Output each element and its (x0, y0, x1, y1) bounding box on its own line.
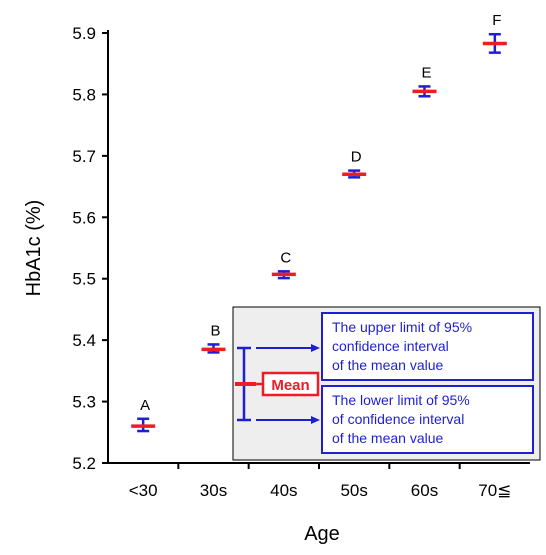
legend-upper-box (321, 312, 534, 381)
group-letter-label: E (421, 64, 431, 81)
x-tick-label: 50s (340, 481, 367, 500)
x-tick-label: 40s (270, 481, 297, 500)
y-tick-label: 5.2 (72, 454, 96, 473)
axes: 5.2 5.3 5.4 5.5 5.6 5.7 5.8 5.9 <30 30s 40s 50s 60s 7… (72, 24, 530, 500)
legend-upper-line-1: The upper limit of 95% (332, 319, 472, 335)
legend-lower-line-3: of the mean value (332, 430, 444, 446)
legend-lower-box (321, 385, 534, 454)
y-axis-title: HbA1c (%) (23, 200, 45, 297)
y-tick-label: 5.9 (72, 24, 96, 43)
y-tick-label: 5.4 (72, 331, 96, 350)
legend-upper-arrowhead (311, 344, 320, 352)
legend-lower-arrowhead (311, 416, 320, 424)
legend-lower-line-2: of confidence interval (332, 411, 464, 427)
legend-upper-line-3: of the mean value (332, 357, 444, 373)
x-tick-label: <30 (129, 481, 158, 500)
legend-lower-line-1: The lower limit of 95% (332, 392, 470, 408)
group-letter-label: F (492, 12, 501, 29)
legend-mean-label: Mean (271, 377, 309, 394)
group-letter-label: B (210, 322, 220, 339)
x-tick-label: 70≦ (478, 481, 511, 500)
x-tick-label: 60s (411, 481, 438, 500)
x-axis-title: Age (304, 523, 340, 545)
legend-mean-box (261, 371, 320, 397)
y-tick-label: 5.3 (72, 393, 96, 412)
x-tick-label: 30s (200, 481, 227, 500)
y-tick-label: 5.5 (72, 270, 96, 289)
error-bars: A B C D E F (131, 12, 507, 433)
y-tick-label: 5.8 (72, 85, 96, 104)
y-tick-label: 5.6 (72, 208, 96, 227)
legend: Mean The upper limit of 95% confidence i… (232, 306, 541, 461)
y-tick-label: 5.7 (72, 147, 96, 166)
legend-upper-line-2: confidence interval (332, 338, 449, 354)
group-letter-label: C (280, 249, 291, 266)
group-letter-label: D (351, 149, 362, 166)
group-letter-label: A (140, 397, 150, 414)
